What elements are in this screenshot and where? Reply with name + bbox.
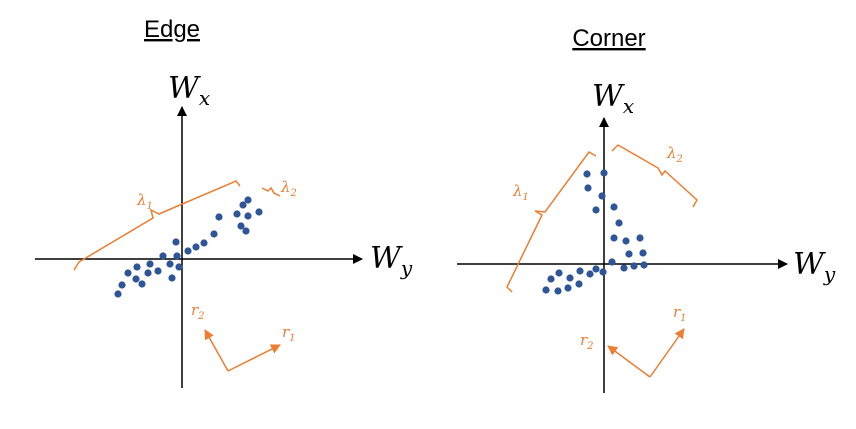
- edge-r1-label: r1: [282, 323, 296, 344]
- corner-point: [622, 237, 630, 245]
- edge-point: [173, 252, 181, 260]
- edge-wy-label: Wy: [370, 241, 413, 280]
- corner-point: [636, 234, 644, 242]
- corner-point: [583, 170, 591, 178]
- corner-point: [575, 280, 583, 288]
- corner-point: [620, 264, 628, 272]
- corner-point: [576, 267, 584, 275]
- edge-point: [200, 239, 208, 247]
- corner-point: [608, 258, 616, 266]
- corner-point: [610, 203, 618, 211]
- edge-lambda1-label: λ1: [136, 191, 153, 212]
- corner-wx-label: Wx: [592, 79, 634, 118]
- edge-point: [132, 275, 140, 283]
- corner-point: [630, 262, 638, 270]
- corner-title: Corner: [572, 25, 645, 52]
- edge-r2-label: r2: [191, 301, 205, 322]
- corner-point: [640, 261, 648, 269]
- edge-point: [114, 290, 122, 298]
- edge-point: [159, 252, 167, 260]
- corner-lambda1-bracket: [506, 151, 597, 293]
- edge-point: [175, 263, 183, 271]
- edge-point: [144, 269, 152, 277]
- edge-point: [124, 269, 132, 277]
- edge-point: [233, 210, 241, 218]
- edge-point-cloud: [114, 196, 263, 298]
- edge-point: [237, 222, 245, 230]
- edge-point: [166, 260, 174, 268]
- corner-point: [598, 192, 606, 200]
- edge-wx-label: Wx: [168, 71, 210, 110]
- edge-point: [154, 267, 162, 275]
- corner-wy-label: Wy: [793, 247, 836, 286]
- edge-point: [168, 274, 176, 282]
- corner-point: [592, 265, 600, 273]
- edge-point: [244, 212, 252, 220]
- edge-point: [184, 247, 192, 255]
- edge-point: [192, 243, 200, 251]
- edge-lambda2-bracket: [261, 186, 281, 197]
- edge-lambda1-bracket: [73, 180, 241, 271]
- corner-point: [554, 287, 562, 295]
- corner-lambda1-label: λ1: [512, 182, 529, 203]
- edge-point: [239, 201, 247, 209]
- corner-point: [542, 286, 550, 294]
- corner-lambda2-label: λ2: [666, 144, 683, 165]
- corner-point: [555, 269, 563, 277]
- corner-r2-arrow: [607, 345, 651, 378]
- edge-point: [118, 281, 126, 289]
- edge-point: [215, 213, 223, 221]
- corner-point: [625, 250, 633, 258]
- edge-lambda2-label: λ2: [280, 178, 297, 199]
- corner-point: [547, 275, 555, 283]
- edge-point: [244, 196, 252, 204]
- corner-point: [586, 270, 594, 278]
- corner-point: [592, 206, 600, 214]
- edge-point: [138, 280, 146, 288]
- corner-point: [600, 169, 608, 177]
- edge-r1-arrow: [227, 344, 281, 372]
- corner-r1-label: r1: [673, 303, 687, 324]
- corner-point: [615, 219, 623, 227]
- edge-point: [172, 238, 180, 246]
- corner-point: [584, 184, 592, 192]
- corner-point: [599, 268, 607, 276]
- edge-point: [210, 230, 218, 238]
- edge-point: [133, 263, 141, 271]
- corner-r2-label: r2: [580, 331, 594, 352]
- corner-point: [564, 284, 572, 292]
- corner-point: [610, 234, 618, 242]
- edge-point: [242, 227, 250, 235]
- corner-r1-arrow: [649, 328, 685, 378]
- corner-point-cloud: [542, 169, 648, 295]
- edge-point: [146, 260, 154, 268]
- edge-r2-arrow: [204, 329, 229, 372]
- edge-panel: Edge Wx Wy λ1 λ2 r2 r1: [35, 16, 413, 388]
- corner-point: [566, 274, 574, 282]
- edge-point: [255, 208, 263, 216]
- corner-lambda2-bracket: [611, 144, 698, 208]
- corner-point: [639, 249, 647, 257]
- corner-panel: Corner Wx Wy λ1 λ2 r2 r1: [457, 25, 836, 393]
- edge-title: Edge: [144, 16, 200, 43]
